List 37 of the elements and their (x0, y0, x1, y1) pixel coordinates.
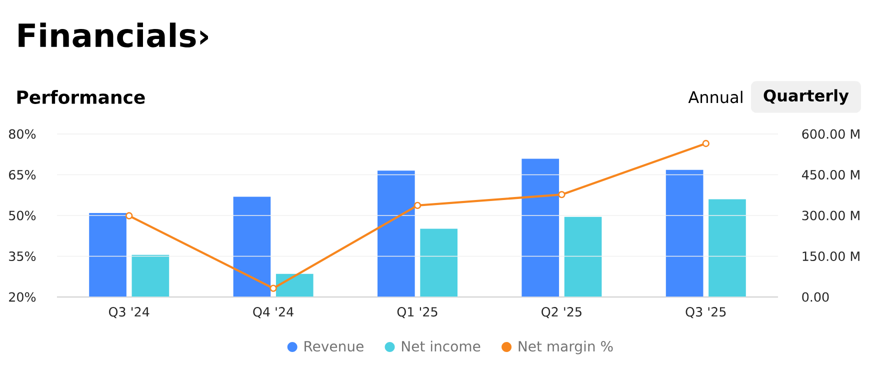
bar (522, 158, 560, 297)
bar (420, 228, 458, 297)
bar (666, 170, 704, 297)
point (270, 284, 277, 292)
y2-tick-label: 600.00 M (802, 129, 860, 139)
point (558, 190, 566, 198)
x-tick-label: Q1 '25 (397, 307, 438, 318)
bar (276, 274, 314, 297)
y2-tick-label: 150.00 M (802, 251, 860, 262)
x-tick-label: Q3 '25 (686, 307, 726, 318)
bar (564, 216, 602, 297)
text: Quarterly (764, 89, 849, 105)
y2-tick-label: 300.00 M (802, 210, 860, 220)
chart-subtitle: Performance (17, 90, 145, 104)
bar (378, 170, 415, 297)
point (414, 202, 422, 210)
y-tick-label: 50% (9, 210, 36, 220)
x-tick-label: Q3 '24 (108, 307, 150, 318)
bar (233, 196, 271, 297)
chart-title: Financials› (18, 22, 208, 48)
point (126, 212, 133, 220)
point (702, 140, 710, 148)
y-tick-label: 65% (9, 170, 36, 180)
bar (132, 254, 170, 297)
y2-tick-label: 450.00 M (802, 170, 860, 180)
legend-label: Revenue (304, 341, 364, 352)
y-tick-label: 35% (9, 251, 36, 262)
legend-label: Net margin % (518, 340, 613, 354)
y2-tick-label: 0.00 (802, 292, 829, 302)
x-tick-label: Q2 '25 (542, 307, 582, 318)
y-tick-label: 80% (9, 129, 36, 139)
legend-label: Net income (402, 340, 480, 352)
x-tick-label: Q4 '24 (253, 307, 294, 318)
text: Annual (688, 90, 742, 104)
bar (89, 213, 126, 297)
bar (708, 199, 746, 297)
y-tick-label: 20% (9, 292, 36, 302)
